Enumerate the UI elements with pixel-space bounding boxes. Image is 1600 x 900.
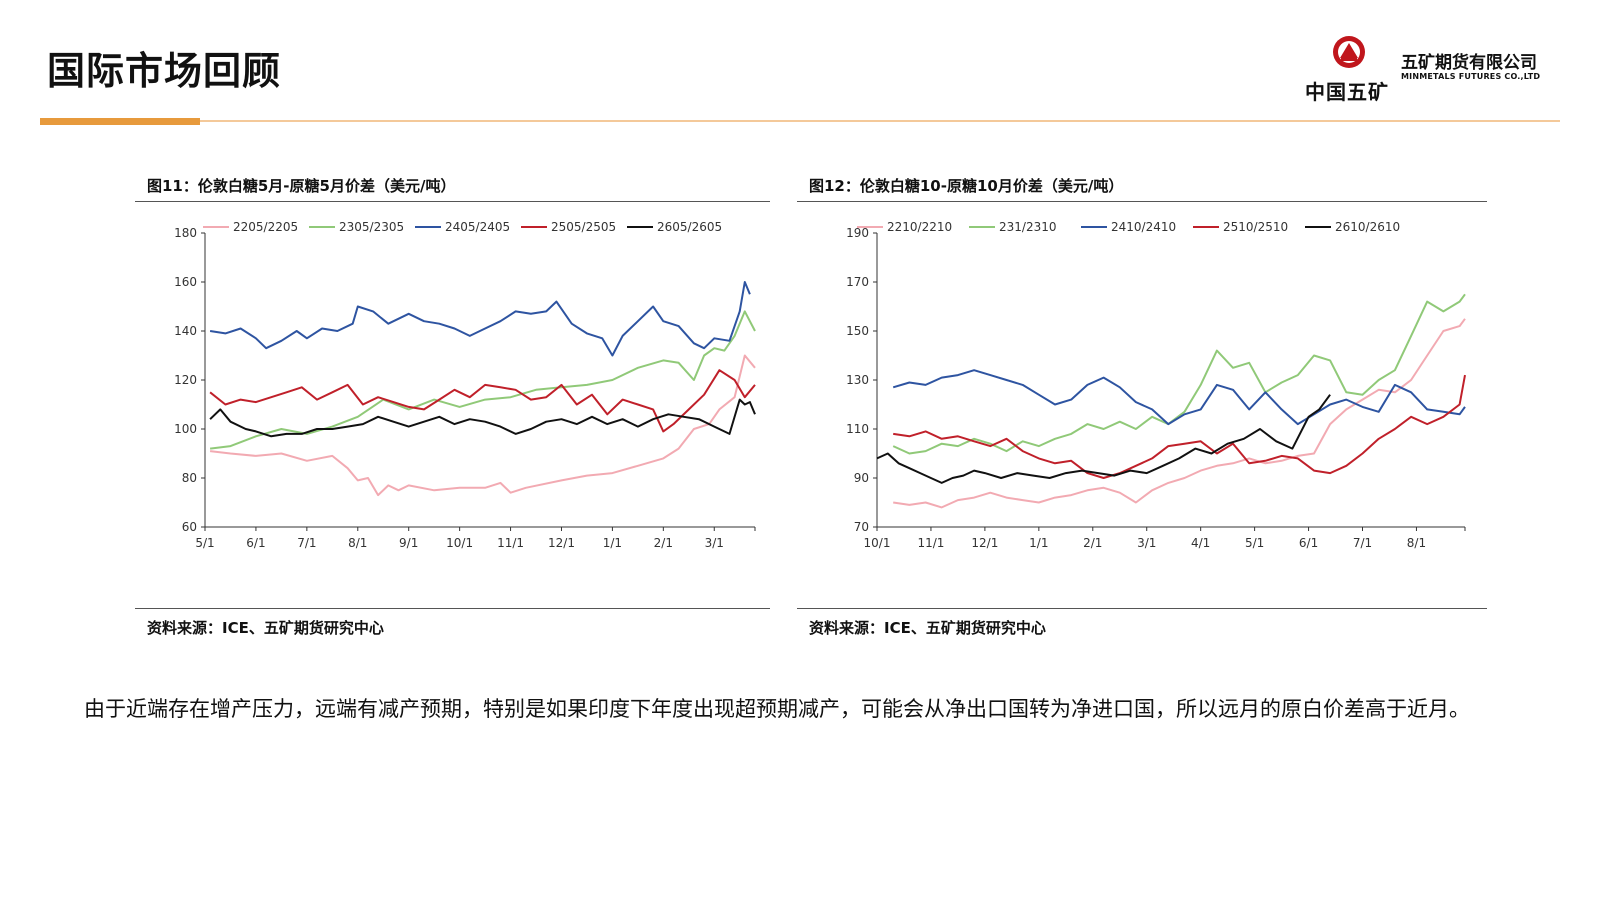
legend-label: 231/2310 bbox=[999, 220, 1057, 234]
y-tick-label: 80 bbox=[182, 471, 197, 485]
brand-logo: 中国五矿 五矿期货有限公司 MINMETALS FUTURES CO.,LTD bbox=[1295, 30, 1555, 104]
x-tick-label: 5/1 bbox=[1245, 536, 1264, 550]
series-line-2205-2205 bbox=[209, 354, 756, 497]
x-tick-label: 1/1 bbox=[603, 536, 622, 550]
x-tick-label: 8/1 bbox=[348, 536, 367, 550]
chart-12: 70 90 110 130 150 170 190 10/1 11/1 12/1 1/1 2/1 3/1… bbox=[846, 220, 1466, 550]
brand-name-cn: 五矿期货有限公司 bbox=[1401, 53, 1537, 73]
series-line-2610-2610 bbox=[876, 394, 1331, 484]
y-tick-label: 160 bbox=[174, 275, 197, 289]
y-tick-label: 170 bbox=[846, 275, 869, 289]
x-tick-label: 11/1 bbox=[497, 536, 524, 550]
series-line-2405-2405 bbox=[209, 281, 751, 357]
y-tick-label: 150 bbox=[846, 324, 869, 338]
x-tick-label: 2/1 bbox=[654, 536, 673, 550]
series-line-2510-2510 bbox=[893, 374, 1466, 479]
legend-label: 2610/2610 bbox=[1335, 220, 1400, 234]
x-tick-label: 5/1 bbox=[195, 536, 214, 550]
legend-label: 2510/2510 bbox=[1223, 220, 1288, 234]
logo-text: 中国五矿 bbox=[1305, 80, 1389, 104]
series-line-2410-2410 bbox=[892, 369, 1466, 426]
figure-top-rule bbox=[797, 201, 1487, 202]
legend-label: 2505/2505 bbox=[551, 220, 616, 234]
x-tick-label: 10/1 bbox=[446, 536, 473, 550]
series-line-231-2310 bbox=[892, 293, 1466, 455]
x-tick-label: 6/1 bbox=[246, 536, 265, 550]
x-tick-label: 10/1 bbox=[864, 536, 891, 550]
analysis-caption: 由于近端存在增产压力，远端有减产预期，特别是如果印度下年度出现超预期减产，可能会… bbox=[84, 697, 1470, 721]
y-tick-label: 70 bbox=[854, 520, 869, 534]
figure-title: 图12：伦敦白糖10-原糖10月价差（美元/吨） bbox=[809, 177, 1124, 195]
legend-label: 2605/2605 bbox=[657, 220, 722, 234]
y-tick-label: 140 bbox=[174, 324, 197, 338]
y-tick-label: 180 bbox=[174, 226, 197, 240]
legend-label: 2205/2205 bbox=[233, 220, 298, 234]
figure-12: 图12：伦敦白糖10-原糖10月价差（美元/吨） 70 90 110 130 150 17… bbox=[797, 175, 1487, 650]
x-tick-label: 1/1 bbox=[1029, 536, 1048, 550]
chart-11: 60 80 100 120 140 160 180 5/1 6/1 7/1 8/1 9/1 10/1 11… bbox=[174, 220, 756, 550]
figure-source: 资料来源：ICE、五矿期货研究中心 bbox=[147, 619, 384, 637]
series-line-2210-2210 bbox=[893, 318, 1466, 509]
x-tick-label: 8/1 bbox=[1407, 536, 1426, 550]
x-tick-label: 2/1 bbox=[1083, 536, 1102, 550]
x-tick-label: 9/1 bbox=[399, 536, 418, 550]
series-line-2605-2605 bbox=[209, 398, 756, 438]
y-tick-label: 190 bbox=[846, 226, 869, 240]
x-tick-label: 12/1 bbox=[548, 536, 575, 550]
minmetals-emblem-icon bbox=[1333, 36, 1365, 68]
figure-bottom-rule bbox=[797, 608, 1487, 609]
y-tick-label: 130 bbox=[846, 373, 869, 387]
y-tick-label: 100 bbox=[174, 422, 197, 436]
figure-title: 图11：伦敦白糖5月-原糖5月价差（美元/吨） bbox=[147, 177, 456, 195]
y-tick-label: 90 bbox=[854, 471, 869, 485]
figure-top-rule bbox=[135, 201, 770, 202]
x-tick-label: 3/1 bbox=[705, 536, 724, 550]
x-tick-label: 12/1 bbox=[971, 536, 998, 550]
legend-label: 2410/2410 bbox=[1111, 220, 1176, 234]
x-tick-label: 3/1 bbox=[1137, 536, 1156, 550]
legend-label: 2210/2210 bbox=[887, 220, 952, 234]
brand-name-en: MINMETALS FUTURES CO.,LTD bbox=[1401, 72, 1541, 81]
x-tick-label: 4/1 bbox=[1191, 536, 1210, 550]
y-tick-label: 60 bbox=[182, 520, 197, 534]
figure-bottom-rule bbox=[135, 608, 770, 609]
x-tick-label: 11/1 bbox=[917, 536, 944, 550]
x-tick-label: 6/1 bbox=[1299, 536, 1318, 550]
y-tick-label: 120 bbox=[174, 373, 197, 387]
y-tick-label: 110 bbox=[846, 422, 869, 436]
x-tick-label: 7/1 bbox=[1353, 536, 1372, 550]
header-accent-bar bbox=[40, 118, 200, 125]
series-line-2305-2305 bbox=[209, 310, 756, 450]
legend-label: 2305/2305 bbox=[339, 220, 404, 234]
legend-label: 2405/2405 bbox=[445, 220, 510, 234]
header-divider bbox=[40, 120, 1560, 122]
x-tick-label: 7/1 bbox=[297, 536, 316, 550]
series-line-2505-2505 bbox=[209, 369, 756, 433]
figure-source: 资料来源：ICE、五矿期货研究中心 bbox=[809, 619, 1046, 637]
page-title: 国际市场回顾 bbox=[47, 49, 282, 93]
figure-11: 图11：伦敦白糖5月-原糖5月价差（美元/吨） 60 80 100 120 140 160… bbox=[135, 175, 770, 650]
